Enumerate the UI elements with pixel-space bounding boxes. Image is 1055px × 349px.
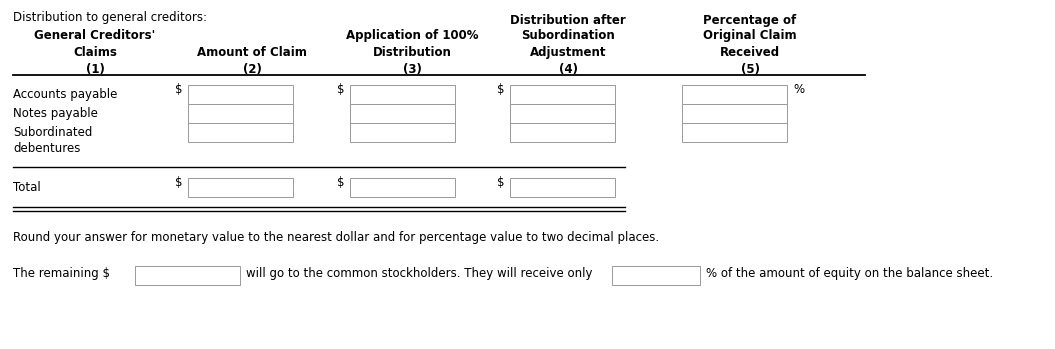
Text: $: $	[497, 176, 504, 189]
Text: $: $	[497, 83, 504, 96]
Bar	[510, 123, 615, 142]
Text: Adjustment: Adjustment	[530, 46, 607, 59]
Bar	[612, 266, 701, 285]
Text: Application of 100%: Application of 100%	[346, 29, 478, 42]
Text: Percentage of: Percentage of	[704, 14, 797, 27]
Text: $: $	[175, 83, 183, 96]
Text: Distribution to general creditors:: Distribution to general creditors:	[13, 11, 207, 24]
Text: Distribution after: Distribution after	[511, 14, 626, 27]
Text: Subordination: Subordination	[521, 29, 615, 42]
Text: Round your answer for monetary value to the nearest dollar and for percentage va: Round your answer for monetary value to …	[13, 231, 659, 244]
Text: % of the amount of equity on the balance sheet.: % of the amount of equity on the balance…	[706, 267, 993, 280]
Text: Total: Total	[13, 181, 41, 194]
Bar	[510, 104, 615, 123]
Bar	[135, 266, 239, 285]
Bar	[682, 123, 787, 142]
Text: $: $	[175, 176, 183, 189]
Bar	[682, 104, 787, 123]
Text: (4): (4)	[558, 63, 577, 76]
Bar	[188, 178, 293, 197]
Text: will go to the common stockholders. They will receive only: will go to the common stockholders. They…	[246, 267, 593, 280]
Text: The remaining $: The remaining $	[13, 267, 110, 280]
Text: Accounts payable: Accounts payable	[13, 88, 117, 101]
Text: Subordinated: Subordinated	[13, 126, 93, 139]
Text: Received: Received	[720, 46, 780, 59]
Text: Amount of Claim: Amount of Claim	[197, 46, 307, 59]
Text: debentures: debentures	[13, 142, 80, 155]
Bar	[350, 178, 455, 197]
Text: $: $	[337, 176, 345, 189]
Text: (1): (1)	[85, 63, 104, 76]
Text: (3): (3)	[403, 63, 421, 76]
Text: Notes payable: Notes payable	[13, 107, 98, 120]
Bar	[510, 85, 615, 104]
Text: $: $	[337, 83, 345, 96]
Text: General Creditors': General Creditors'	[35, 29, 156, 42]
Bar	[350, 85, 455, 104]
Bar	[350, 104, 455, 123]
Bar	[350, 123, 455, 142]
Bar	[510, 178, 615, 197]
Text: (2): (2)	[243, 63, 262, 76]
Text: Distribution: Distribution	[372, 46, 452, 59]
Text: (5): (5)	[741, 63, 760, 76]
Bar	[188, 123, 293, 142]
Text: Original Claim: Original Claim	[704, 29, 797, 42]
Bar	[188, 104, 293, 123]
Bar	[682, 85, 787, 104]
Bar	[188, 85, 293, 104]
Text: Claims: Claims	[73, 46, 117, 59]
Text: %: %	[793, 83, 804, 96]
